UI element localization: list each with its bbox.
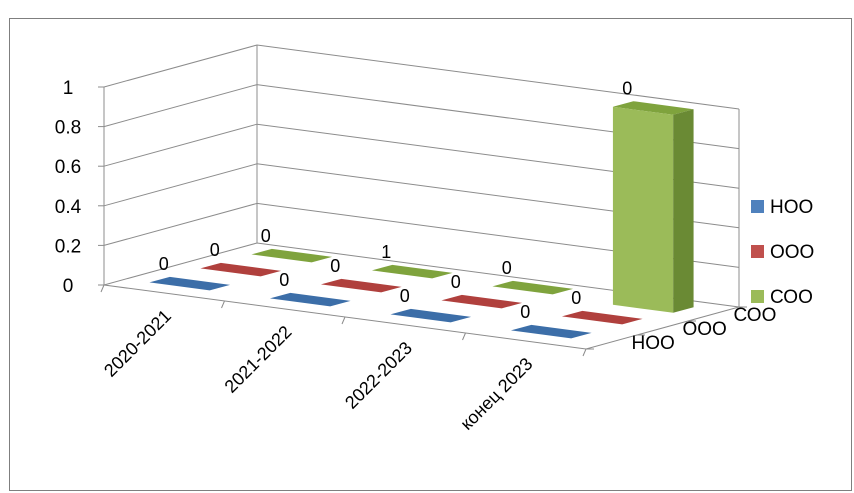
bar-top <box>492 280 574 295</box>
data-label: 0 <box>159 254 169 274</box>
y-tick-label: 0 <box>63 276 74 297</box>
data-label: 0 <box>279 270 289 290</box>
data-label: 0 <box>571 288 581 308</box>
bar-top <box>200 262 282 277</box>
legend-swatch <box>751 245 764 258</box>
bar-ООО-2020-2021 <box>200 262 282 277</box>
chart-frame <box>9 18 852 491</box>
bar-top <box>149 276 231 291</box>
bar-СОО-конец 2023 <box>612 101 694 313</box>
bar-top <box>441 294 523 309</box>
bar-top <box>371 264 453 279</box>
bar-side <box>673 109 694 313</box>
bar-НОО-2022-2023 <box>390 308 472 323</box>
data-label: 0 <box>210 240 220 260</box>
depth-axis <box>585 306 740 350</box>
legend-label: СОО <box>770 287 813 308</box>
bar-СОО-2020-2021 <box>251 248 333 263</box>
data-label: 0 <box>330 256 340 276</box>
category-tick <box>462 332 466 341</box>
bar-ООО-2021-2022 <box>320 278 402 293</box>
gridline <box>103 44 740 110</box>
y-tick-label: 0.2 <box>55 236 81 257</box>
bar-top <box>269 292 351 307</box>
bar-front <box>612 106 674 313</box>
category-label: 2022-2023 <box>341 338 416 413</box>
bar-СОО-2022-2023 <box>492 280 574 295</box>
legend-label: ООО <box>770 242 814 263</box>
depth-label: ООО <box>683 319 727 340</box>
data-label: 0 <box>451 272 461 292</box>
category-tick <box>100 284 105 293</box>
bar-top <box>510 324 592 339</box>
data-label: 1 <box>381 242 391 262</box>
bar-НОО-2020-2021 <box>149 276 231 291</box>
data-label: 0 <box>520 302 530 322</box>
axes <box>98 45 747 357</box>
bar-top <box>251 248 333 263</box>
bar-ООО-2022-2023 <box>441 294 523 309</box>
y-tick-label: 0.6 <box>55 157 81 178</box>
legend: НОО ООО СОО <box>751 197 814 308</box>
data-label: 0 <box>502 258 512 278</box>
y-tick-label: 1 <box>63 78 74 99</box>
category-tick <box>582 348 587 357</box>
bar-НОО-конец 2023 <box>510 324 592 339</box>
y-tick-label: 0.8 <box>55 118 81 139</box>
legend-item: СОО <box>751 287 813 308</box>
category-label: конец 2023 <box>456 354 536 434</box>
depth-label: НОО <box>632 333 675 354</box>
bar-top <box>320 278 402 293</box>
bar-СОО-2021-2022 <box>371 264 453 279</box>
bars <box>149 101 694 339</box>
category-tick <box>221 300 225 309</box>
bar-ООО-конец 2023 <box>561 310 643 325</box>
data-label: 0 <box>400 286 410 306</box>
legend-item: НОО <box>751 197 813 218</box>
bar-НОО-2021-2022 <box>269 292 351 307</box>
depth-label: СОО <box>734 305 777 326</box>
data-label: 0 <box>622 78 632 98</box>
category-label: 2021-2022 <box>221 322 296 397</box>
legend-label: НОО <box>770 197 813 218</box>
category-tick <box>341 316 346 325</box>
data-label: 0 <box>261 226 271 246</box>
legend-swatch <box>751 200 764 213</box>
legend-item: ООО <box>751 242 814 263</box>
bar-top <box>390 308 472 323</box>
bar-top <box>561 310 643 325</box>
legend-swatch <box>751 290 764 303</box>
bar-top <box>612 101 694 115</box>
y-tick-label: 0.4 <box>55 197 82 218</box>
category-label: 2020-2021 <box>100 306 175 381</box>
